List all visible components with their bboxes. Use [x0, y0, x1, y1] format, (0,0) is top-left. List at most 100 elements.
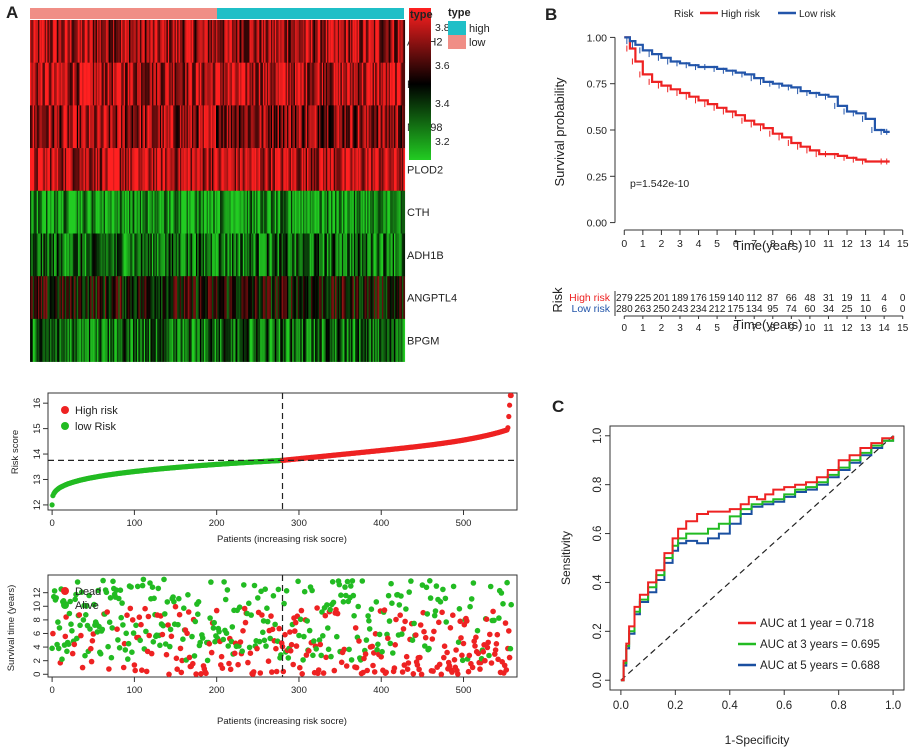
- heatmap-cell: [129, 276, 131, 320]
- heatmap-cell: [62, 148, 64, 192]
- survival-point: [264, 605, 270, 611]
- heatmap-cell: [324, 105, 327, 149]
- heatmap-cell: [249, 20, 252, 63]
- survival-point: [246, 600, 252, 607]
- heatmap-cell: [143, 62, 146, 106]
- heatmap-cell: [76, 276, 79, 320]
- heatmap-cell: [80, 318, 83, 362]
- heatmap-cell: [381, 20, 384, 63]
- heatmap-cell: [42, 318, 44, 362]
- heatmap-cell: [371, 276, 373, 320]
- risk-score-frame: [47, 392, 518, 511]
- heatmap-cell: [343, 148, 345, 192]
- heatmap-cell: [182, 62, 185, 106]
- heatmap-cell: [122, 233, 125, 277]
- heatmap-cell: [137, 20, 139, 63]
- risk-table-cell: 112: [746, 293, 762, 304]
- survival-point: [287, 629, 293, 635]
- heatmap-cell: [141, 276, 143, 320]
- heatmap-cell: [211, 62, 214, 106]
- survival-point: [369, 643, 376, 650]
- survival-point: [352, 625, 359, 631]
- risk-table-cell: 11: [860, 293, 871, 304]
- heatmap-cell: [221, 276, 224, 320]
- heatmap-cell: [34, 20, 36, 63]
- heatmap-cell: [151, 148, 154, 192]
- heatmap-cell: [296, 62, 299, 106]
- heatmap-cell: [198, 20, 201, 63]
- heatmap-cell: [58, 105, 60, 149]
- heatmap-cell: [277, 233, 280, 277]
- heatmap-cell: [245, 62, 248, 106]
- heatmap-cell: [165, 20, 167, 63]
- risk-point: [508, 392, 514, 399]
- heatmap-cell: [264, 233, 266, 277]
- risk-table-cell: 4: [881, 293, 887, 304]
- heatmap-cell: [133, 276, 135, 320]
- heatmap-cell: [100, 318, 103, 362]
- heatmap-cell: [252, 233, 254, 277]
- heatmap-cell: [253, 20, 256, 63]
- survival-point: [211, 619, 217, 626]
- survival-point: [108, 654, 115, 661]
- heatmap-cell: [216, 276, 218, 320]
- heatmap-cell: [203, 318, 206, 362]
- survival-point: [175, 621, 181, 628]
- heatmap-cell: [35, 190, 38, 234]
- heatmap-cell: [375, 148, 377, 192]
- heatmap-cell: [163, 190, 166, 234]
- heatmap-cell: [139, 105, 142, 149]
- risk-table-cell: 74: [786, 304, 798, 315]
- heatmap-cell: [359, 276, 361, 320]
- heatmap-cell: [228, 20, 230, 63]
- heatmap-cell: [281, 62, 284, 106]
- km-plot: Risk High risk Low risk 0 1 2 3 4 5 6 7 8 9 10 11 12…: [552, 9, 909, 253]
- survival-point: [319, 609, 325, 615]
- heatmap-cell: [155, 148, 158, 192]
- heatmap-cell: [213, 148, 216, 192]
- heatmap-cell: [189, 276, 191, 320]
- survival-point: [379, 648, 385, 655]
- survival-point: [100, 577, 106, 584]
- survival-point: [229, 624, 236, 630]
- heatmap-cell: [67, 105, 70, 149]
- heatmap-cell: [221, 318, 224, 362]
- heatmap-cell: [100, 276, 103, 320]
- survival-point: [381, 607, 388, 613]
- heatmap-cell: [268, 190, 270, 234]
- heatmap-cell: [224, 318, 226, 362]
- survival-point: [221, 579, 227, 585]
- survival-point: [348, 583, 354, 589]
- heatmap-cell: [189, 62, 191, 106]
- heatmap-cell: [174, 105, 177, 149]
- heatmap-cell: [225, 276, 228, 320]
- heatmap-cell: [292, 318, 295, 362]
- heatmap-cell: [368, 105, 371, 149]
- heatmap-cell: [376, 190, 379, 234]
- heatmap-cell: [288, 276, 290, 320]
- heatmap-cell: [308, 148, 311, 192]
- heatmap-cell: [30, 105, 32, 149]
- heatmap-cell: [78, 62, 80, 106]
- heatmap-cell: [284, 233, 286, 277]
- heatmap-cell: [125, 105, 127, 149]
- survival-point: [269, 626, 276, 633]
- heatmap-cell: [403, 276, 406, 320]
- heatmap-cell: [94, 276, 96, 320]
- survival-point: [125, 656, 131, 662]
- survival-point: [304, 618, 311, 624]
- heatmap-cell: [155, 318, 158, 362]
- heatmap-cell: [296, 20, 299, 63]
- heatmap-cell: [193, 62, 195, 106]
- heatmap-cell: [284, 105, 286, 149]
- survival-point: [494, 631, 501, 638]
- heatmap-cell: [203, 148, 206, 192]
- survival-point: [247, 650, 254, 656]
- heatmap-cell: [270, 190, 273, 234]
- heatmap-cell: [236, 105, 238, 149]
- heatmap-cell: [277, 105, 280, 149]
- heatmap-cell: [186, 20, 189, 63]
- heatmap-cell: [328, 20, 331, 63]
- heatmap-cell: [365, 62, 368, 106]
- heatmap-cell: [372, 233, 375, 277]
